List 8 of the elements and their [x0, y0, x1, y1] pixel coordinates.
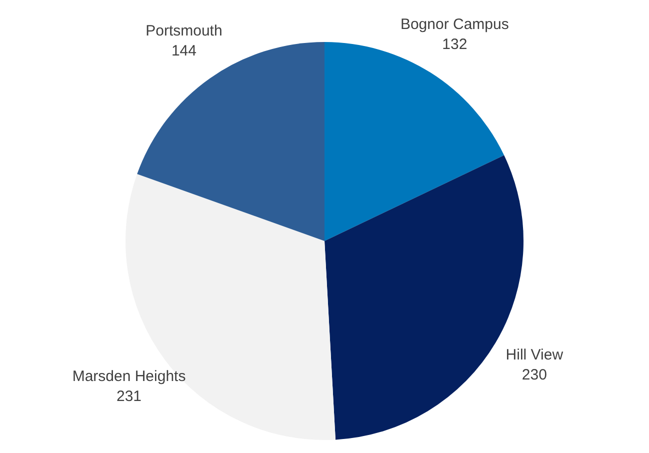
data-label: 230: [522, 366, 547, 384]
data-label: 144: [171, 42, 196, 60]
slice-label: Bognor Campus: [400, 16, 509, 33]
data-label: 132: [442, 36, 468, 53]
slice-label: Portsmouth: [146, 22, 222, 40]
slice-label: Marsden Heights: [72, 368, 186, 386]
slice-label: Hill View: [506, 346, 564, 364]
data-label: 231: [116, 388, 142, 406]
